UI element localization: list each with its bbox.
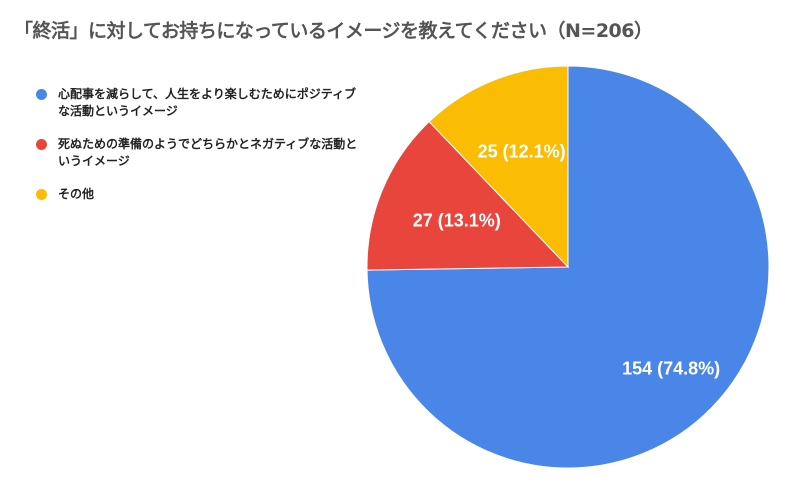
legend-label-positive: 心配事を減らして、人生をより楽しむためにポジティブな活動というイメージ <box>58 87 357 118</box>
legend-item-positive: 心配事を減らして、人生をより楽しむためにポジティブな活動というイメージ <box>36 86 366 120</box>
legend-label-negative: 死ぬための準備のようでどちらかとネガティブな活動というイメージ <box>58 137 358 168</box>
legend-item-other: その他 <box>36 186 366 203</box>
legend-marker-negative <box>36 139 47 150</box>
slice-label-other: 25 (12.1%) <box>478 141 566 161</box>
legend-marker-other <box>36 189 47 200</box>
legend-marker-positive <box>36 89 47 100</box>
chart-title: 「終活」に対してお持ちになっているイメージを教えてください（N=206） <box>14 20 653 42</box>
legend-item-negative: 死ぬための準備のようでどちらかとネガティブな活動というイメージ <box>36 136 366 170</box>
slice-label-negative: 27 (13.1%) <box>413 210 501 230</box>
legend: 心配事を減らして、人生をより楽しむためにポジティブな活動というイメージ 死ぬため… <box>36 86 366 219</box>
pie-slice-negative <box>366 120 570 271</box>
legend-label-other: その他 <box>58 187 95 201</box>
slice-label-positive: 154 (74.8%) <box>622 359 720 379</box>
pie-slice-other <box>428 65 569 269</box>
